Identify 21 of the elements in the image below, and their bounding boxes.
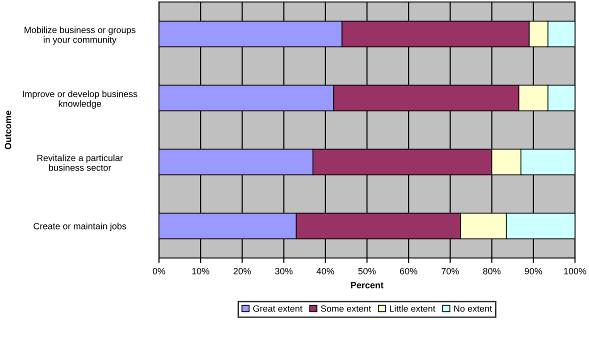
x-tick-label: 50% xyxy=(358,268,376,274)
x-tick-label: 60% xyxy=(400,268,418,274)
x-tick-label: 70% xyxy=(442,268,459,274)
x-tick-label: 40% xyxy=(316,268,334,274)
y-axis-title: Outcome xyxy=(4,110,12,150)
legend-label: Little extent xyxy=(390,305,436,312)
x-tick-label: 80% xyxy=(483,268,501,274)
y-tick-label: Create or maintain jobs xyxy=(34,222,126,232)
x-tick-label: 30% xyxy=(275,268,293,274)
x-tick-label: 10% xyxy=(192,268,210,274)
x-tick-label: 0% xyxy=(152,268,166,274)
x-tick-label: 100% xyxy=(564,268,586,274)
legend-label: Some extent xyxy=(320,305,372,312)
legend-label: No extent xyxy=(454,305,492,312)
x-tick-label: 20% xyxy=(234,268,251,274)
y-tick-label: Revitalize a particular business sector xyxy=(37,154,123,171)
legend-label: Great extent xyxy=(253,305,302,312)
x-axis-title: Percent xyxy=(351,282,384,288)
x-tick-label: 90% xyxy=(524,268,542,274)
y-tick-label: Mobilize business or groups in your community xyxy=(24,26,136,45)
y-tick-label: Improve or develop business knowledge xyxy=(22,90,138,109)
